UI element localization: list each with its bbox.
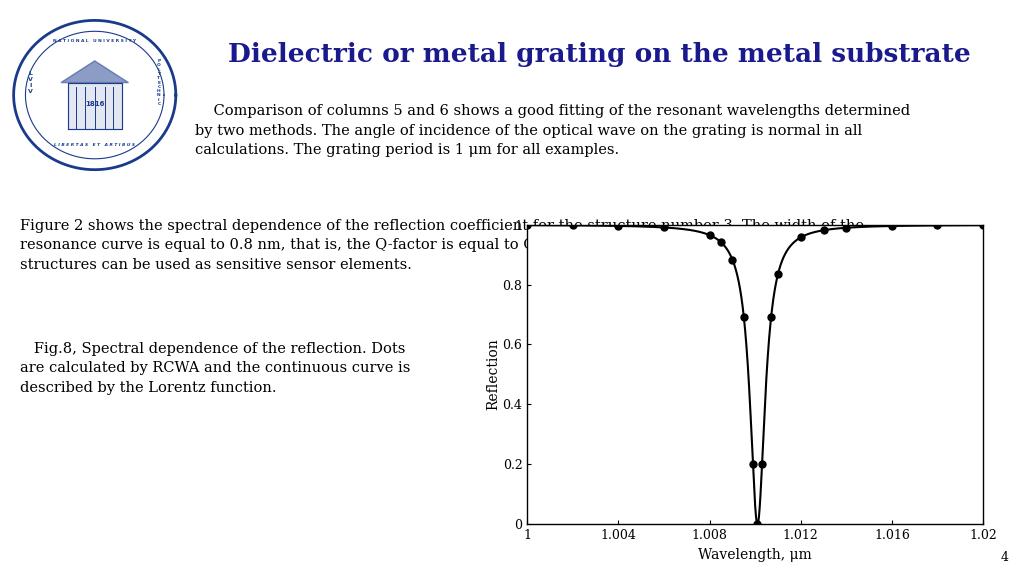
Text: L I B E R T A S   E T   A R T I B U S: L I B E R T A S E T A R T I B U S [54, 143, 135, 147]
X-axis label: Wavelength, μm: Wavelength, μm [698, 548, 812, 562]
Text: 1816: 1816 [85, 101, 104, 107]
Text: Fig.8, Spectral dependence of the reflection. Dots
are calculated by RCWA and th: Fig.8, Spectral dependence of the reflec… [20, 342, 411, 395]
Text: L
V
I
V: L V I V [28, 71, 33, 94]
Text: Dielectric or metal grating on the metal substrate: Dielectric or metal grating on the metal… [227, 42, 971, 67]
Text: Comparison of columns 5 and 6 shows a good fitting of the resonant wavelengths d: Comparison of columns 5 and 6 shows a go… [195, 104, 909, 157]
Text: P
O
L
Y
T
E
C
H
N
I
C: P O L Y T E C H N I C [157, 59, 161, 106]
Text: Figure 2 shows the spectral dependence of the reflection coefficient for the str: Figure 2 shows the spectral dependence o… [20, 219, 864, 272]
Text: 4: 4 [1000, 551, 1009, 564]
Polygon shape [61, 61, 129, 82]
Y-axis label: Reflection: Reflection [485, 339, 500, 410]
Text: N A T I O N A L   U N I V E R S I T Y: N A T I O N A L U N I V E R S I T Y [53, 39, 136, 43]
